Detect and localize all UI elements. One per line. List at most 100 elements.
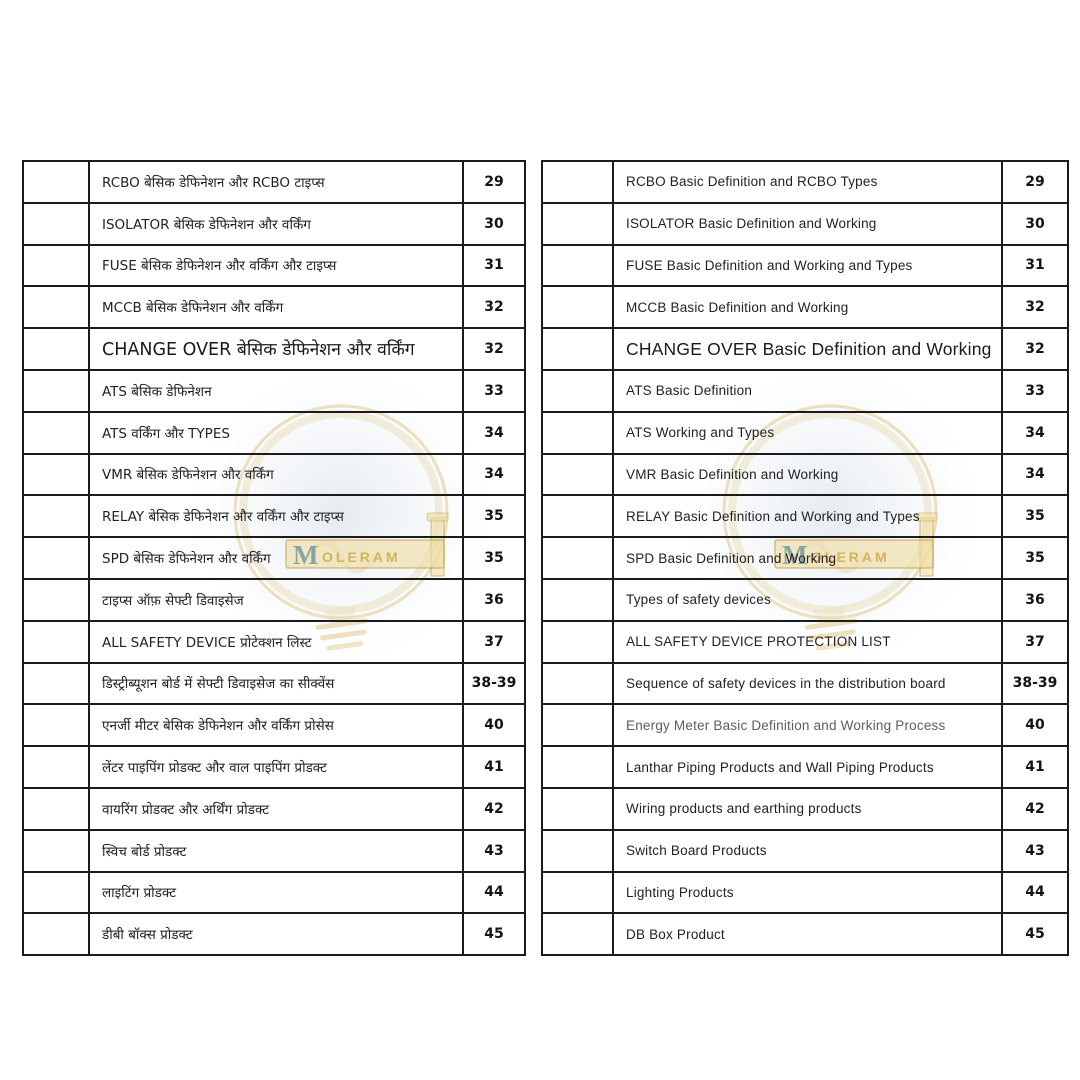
row-page-number: 29 (1001, 160, 1069, 204)
row-page-number: 37 (462, 619, 526, 664)
row-page-number: 32 (462, 327, 526, 371)
row-serial-cell (22, 745, 90, 789)
row-topic-title: वायरिंग प्रोडक्ट और अर्थिंग प्रोडक्ट (88, 786, 464, 831)
row-topic-title: FUSE बेसिक डेफिनेशन और वर्किंग और टाइप्स (88, 243, 464, 288)
row-topic-title: ISOLATOR बेसिक डेफिनेशन और वर्किंग (88, 201, 464, 246)
row-serial-cell (22, 494, 90, 539)
row-topic-title: RCBO बेसिक डेफिनेशन और RCBO टाइप्स (88, 160, 464, 204)
row-serial-cell (22, 452, 90, 497)
row-topic-title: लेंटर पाइपिंग प्रोडक्ट और वाल पाइपिंग प्… (88, 745, 464, 789)
row-serial-cell (541, 327, 614, 371)
table-row: Lighting Products 44 (541, 870, 1069, 915)
row-page-number: 45 (1001, 912, 1069, 957)
row-page-number: 29 (462, 160, 526, 204)
table-row: RELAY Basic Definition and Working and T… (541, 494, 1069, 539)
row-page-number: 43 (1001, 828, 1069, 873)
toc-table-english-body: RCBO Basic Definition and RCBO Types 29 IS… (541, 160, 1069, 957)
row-topic-title: ATS Basic Definition (612, 368, 1003, 413)
row-page-number: 42 (1001, 786, 1069, 831)
table-row: Lanthar Piping Products and Wall Piping … (541, 745, 1069, 789)
table-row: DB Box Product 45 (541, 912, 1069, 957)
row-serial-cell (22, 828, 90, 873)
row-topic-title: RELAY बेसिक डेफिनेशन और वर्किंग और टाइप्… (88, 494, 464, 539)
table-row: Types of safety devices 36 (541, 577, 1069, 622)
table-row: VMR बेसिक डेफिनेशन और वर्किंग 34 (22, 452, 526, 497)
row-page-number: 40 (1001, 703, 1069, 748)
row-serial-cell (22, 285, 90, 330)
row-serial-cell (541, 828, 614, 873)
row-topic-title: ALL SAFETY DEVICE PROTECTION LIST (612, 619, 1003, 664)
row-topic-title: MCCB Basic Definition and Working (612, 285, 1003, 330)
row-serial-cell (541, 870, 614, 915)
row-page-number: 42 (462, 786, 526, 831)
row-page-number: 30 (1001, 201, 1069, 246)
row-page-number: 41 (1001, 745, 1069, 789)
row-topic-title: लाइटिंग प्रोडक्ट (88, 870, 464, 915)
row-topic-title: MCCB बेसिक डेफिनेशन और वर्किंग (88, 285, 464, 330)
table-row: RCBO बेसिक डेफिनेशन और RCBO टाइप्स 29 (22, 160, 526, 204)
table-row: CHANGE OVER बेसिक डेफिनेशन और वर्किंग 32 (22, 327, 526, 371)
row-topic-title: एनर्जी मीटर बेसिक डेफिनेशन और वर्किंग प्… (88, 703, 464, 748)
row-serial-cell (541, 160, 614, 204)
row-topic-title: ISOLATOR Basic Definition and Working (612, 201, 1003, 246)
row-serial-cell (541, 619, 614, 664)
row-serial-cell (22, 786, 90, 831)
table-row: ATS बेसिक डेफिनेशन 33 (22, 368, 526, 413)
row-serial-cell (541, 368, 614, 413)
row-topic-title: DB Box Product (612, 912, 1003, 957)
row-serial-cell (541, 661, 614, 706)
row-serial-cell (22, 912, 90, 957)
table-row: ISOLATOR Basic Definition and Working 30 (541, 201, 1069, 246)
row-serial-cell (22, 661, 90, 706)
toc-table-english: RCBO Basic Definition and RCBO Types 29 IS… (541, 160, 1069, 957)
row-topic-title: RELAY Basic Definition and Working and T… (612, 494, 1003, 539)
table-row: डीबी बॉक्स प्रोडक्ट 45 (22, 912, 526, 957)
row-serial-cell (541, 536, 614, 580)
row-topic-title: ATS Working and Types (612, 410, 1003, 455)
row-serial-cell (541, 786, 614, 831)
row-page-number: 31 (462, 243, 526, 288)
row-topic-title: Switch Board Products (612, 828, 1003, 873)
row-serial-cell (22, 703, 90, 748)
row-topic-title: Lanthar Piping Products and Wall Piping … (612, 745, 1003, 789)
row-page-number: 34 (1001, 410, 1069, 455)
row-topic-title: SPD बेसिक डेफिनेशन और वर्किंग (88, 536, 464, 580)
row-serial-cell (22, 243, 90, 288)
row-page-number: 35 (1001, 494, 1069, 539)
row-topic-title: VMR Basic Definition and Working (612, 452, 1003, 497)
row-topic-title: स्विच बोर्ड प्रोडक्ट (88, 828, 464, 873)
row-serial-cell (22, 410, 90, 455)
table-row: ISOLATOR बेसिक डेफिनेशन और वर्किंग 30 (22, 201, 526, 246)
row-page-number: 35 (462, 494, 526, 539)
row-page-number: 45 (462, 912, 526, 957)
row-topic-title: CHANGE OVER Basic Definition and Working (612, 327, 1003, 371)
row-topic-title: CHANGE OVER बेसिक डेफिनेशन और वर्किंग (88, 327, 464, 371)
row-page-number: 32 (1001, 285, 1069, 330)
row-page-number: 30 (462, 201, 526, 246)
row-topic-title: Sequence of safety devices in the distri… (612, 661, 1003, 706)
row-topic-title: Lighting Products (612, 870, 1003, 915)
row-page-number: 34 (462, 452, 526, 497)
row-topic-title: डीबी बॉक्स प्रोडक्ट (88, 912, 464, 957)
row-page-number: 41 (462, 745, 526, 789)
toc-table-hindi: RCBO बेसिक डेफिनेशन और RCBO टाइप्स 29 ISOL… (22, 160, 526, 957)
row-page-number: 35 (1001, 536, 1069, 580)
row-serial-cell (22, 619, 90, 664)
table-row: ATS Working and Types 34 (541, 410, 1069, 455)
row-serial-cell (22, 160, 90, 204)
row-page-number: 35 (462, 536, 526, 580)
row-page-number: 33 (462, 368, 526, 413)
table-row: टाइप्स ऑफ़ सेफ्टी डिवाइसेज 36 (22, 577, 526, 622)
table-row: लेंटर पाइपिंग प्रोडक्ट और वाल पाइपिंग प्… (22, 745, 526, 789)
row-topic-title: ATS बेसिक डेफिनेशन (88, 368, 464, 413)
row-page-number: 34 (462, 410, 526, 455)
row-page-number: 38-39 (462, 661, 526, 706)
row-serial-cell (541, 201, 614, 246)
row-topic-title: VMR बेसिक डेफिनेशन और वर्किंग (88, 452, 464, 497)
table-row: Switch Board Products 43 (541, 828, 1069, 873)
table-row: ALL SAFETY DEVICE प्रोटेक्शन लिस्ट 37 (22, 619, 526, 664)
row-serial-cell (541, 577, 614, 622)
row-serial-cell (541, 912, 614, 957)
row-page-number: 43 (462, 828, 526, 873)
table-row: ATS वर्किंग और TYPES 34 (22, 410, 526, 455)
